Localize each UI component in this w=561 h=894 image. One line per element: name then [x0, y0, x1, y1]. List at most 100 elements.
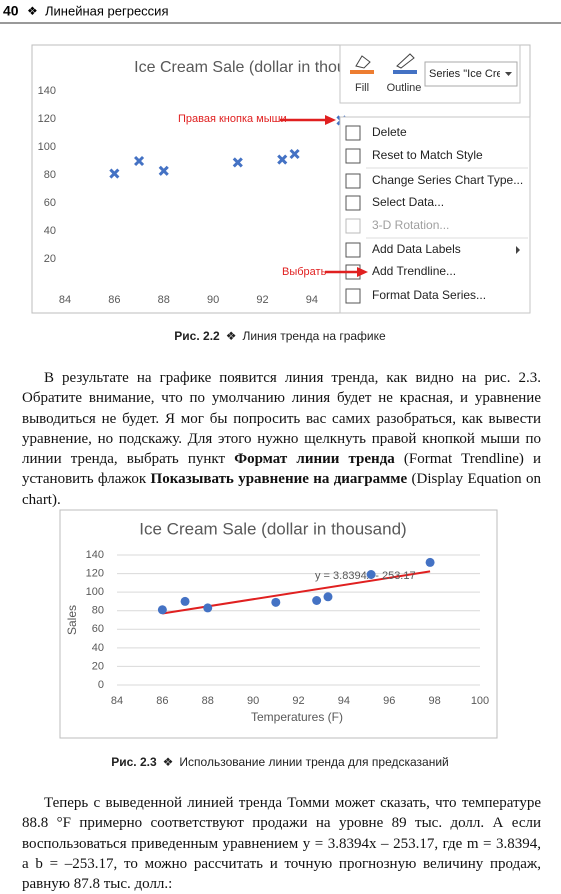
- trendline-equation: y = 3.8394x - 253.17: [315, 570, 416, 582]
- y-tick-label: 20: [92, 660, 104, 672]
- y-tick-label: 100: [86, 586, 104, 598]
- arrowhead: [357, 267, 368, 277]
- page-number: 40: [3, 3, 19, 19]
- paragraph: Теперь с выведенной линией тренда Томми …: [22, 793, 541, 894]
- toolbar-outline: Outline: [387, 82, 422, 94]
- caption-ornament: ❖: [163, 755, 174, 769]
- caption: Рис. 2.2 ❖ Линия тренда на графике: [174, 329, 386, 343]
- x-tick-label: 84: [59, 294, 71, 306]
- y-tick-label: 80: [44, 169, 56, 181]
- submenu-arrow: [516, 246, 520, 254]
- menu-item[interactable]: Delete: [372, 125, 407, 139]
- x-tick-label: 92: [256, 294, 268, 306]
- point: [157, 605, 167, 615]
- annotation: Правая кнопка мыши: [178, 113, 287, 125]
- context-menu: [339, 116, 531, 314]
- caption-text: Линия тренда на графике: [242, 329, 386, 343]
- menu-icon: [345, 148, 361, 164]
- x-tick-label: 94: [306, 294, 318, 306]
- y-tick-label: 60: [44, 197, 56, 209]
- menu-item[interactable]: Select Data...: [372, 195, 444, 209]
- caption-label: Рис. 2.2: [174, 329, 220, 343]
- caption: Рис. 2.3 ❖ Использование линии тренда для …: [111, 755, 449, 769]
- x-tick-label: 88: [158, 294, 170, 306]
- y-tick-label: 60: [92, 623, 104, 635]
- y-tick-label: 100: [38, 141, 56, 153]
- point: [323, 592, 333, 602]
- x-axis-label: Temperatures (F): [251, 710, 343, 724]
- x-tick-label: 94: [338, 695, 350, 707]
- point: [203, 603, 213, 613]
- point: [425, 557, 435, 567]
- x-tick-label: 90: [247, 695, 259, 707]
- x-tick-label: 90: [207, 294, 219, 306]
- header-ornament: ❖: [27, 4, 38, 18]
- y-tick-label: 140: [86, 549, 104, 561]
- y-tick-label: 0: [98, 679, 104, 691]
- point: [312, 596, 322, 605]
- figure2-frame: [59, 509, 498, 739]
- point: [134, 155, 145, 167]
- point: [289, 148, 300, 160]
- y-tick-label: 40: [92, 642, 104, 654]
- x-tick-label: 86: [156, 695, 168, 707]
- point: [180, 596, 190, 606]
- arrowhead: [325, 115, 336, 125]
- menu-item[interactable]: Add Trendline...: [372, 264, 456, 278]
- fill-icon-bar: [350, 70, 374, 74]
- text-run: (Display Equation on chart).: [22, 471, 542, 508]
- outline-icon: [396, 53, 415, 69]
- menu-icon: [345, 195, 361, 211]
- x-tick-label: 88: [202, 695, 214, 707]
- menu-item[interactable]: Format Data Series...: [372, 288, 486, 302]
- menu-icon: [345, 173, 361, 189]
- menu-item[interactable]: Change Series Chart Type...: [372, 173, 523, 187]
- bold-text: Формат линии тренда: [234, 451, 395, 468]
- outline-icon-bar: [393, 70, 417, 74]
- caption-label: Рис. 2.3: [111, 755, 157, 769]
- dropdown-arrow: [505, 72, 512, 76]
- fill-icon: [355, 55, 371, 69]
- paragraph: В результате на графике появится линия т…: [22, 368, 541, 510]
- x-tick-label: 96: [383, 695, 395, 707]
- menu-item[interactable]: Reset to Match Style: [372, 148, 483, 162]
- y-axis-label: Sales: [65, 605, 79, 635]
- point: [277, 154, 288, 165]
- point: [232, 157, 243, 168]
- caption-ornament: ❖: [226, 329, 237, 343]
- y-tick-label: 20: [44, 253, 56, 265]
- header-title: Линейная регрессия: [45, 3, 169, 18]
- text-run: В результате на графике появится линия т…: [22, 370, 541, 468]
- text-run: Теперь с выведенной линией тренда Томми …: [22, 795, 541, 893]
- y-tick-label: 140: [38, 85, 56, 97]
- y-tick-label: 80: [92, 605, 104, 617]
- menu-item: 3-D Rotation...: [372, 218, 449, 232]
- series-dropdown-text: Series "Ice Crea: [429, 68, 510, 80]
- point: [158, 165, 169, 176]
- toolbar-fill: Fill: [355, 82, 369, 94]
- point: [271, 597, 281, 607]
- text-run: (Format Trendline) и установить флажок: [22, 451, 541, 488]
- menu-icon: [345, 218, 361, 234]
- menu-icon: [345, 125, 361, 141]
- x-tick-label: 100: [471, 695, 489, 707]
- menu-item[interactable]: Add Data Labels: [372, 242, 461, 256]
- chart-title: Ice Cream Sale (dollar in thousand): [139, 519, 406, 538]
- point: [366, 570, 376, 579]
- annotation: Выбрать: [282, 266, 327, 278]
- x-tick-label: 84: [111, 695, 123, 707]
- caption-text: Использование линии тренда для предсказа…: [179, 755, 448, 769]
- menu-icon: [345, 288, 361, 304]
- chart-title: Ice Cream Sale (dollar in thou: [134, 59, 346, 76]
- y-tick-label: 120: [38, 113, 56, 125]
- y-tick-label: 40: [44, 225, 56, 237]
- x-tick-label: 98: [429, 695, 441, 707]
- x-tick-label: 86: [108, 294, 120, 306]
- y-tick-label: 120: [86, 567, 104, 579]
- bold-text: Показывать уравнение на диаграмме: [150, 471, 408, 488]
- menu-icon: [345, 242, 361, 258]
- x-tick-label: 92: [292, 695, 304, 707]
- point: [109, 168, 120, 179]
